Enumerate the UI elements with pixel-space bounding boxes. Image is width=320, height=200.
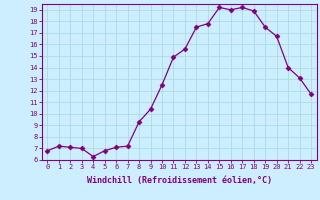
X-axis label: Windchill (Refroidissement éolien,°C): Windchill (Refroidissement éolien,°C) xyxy=(87,176,272,185)
